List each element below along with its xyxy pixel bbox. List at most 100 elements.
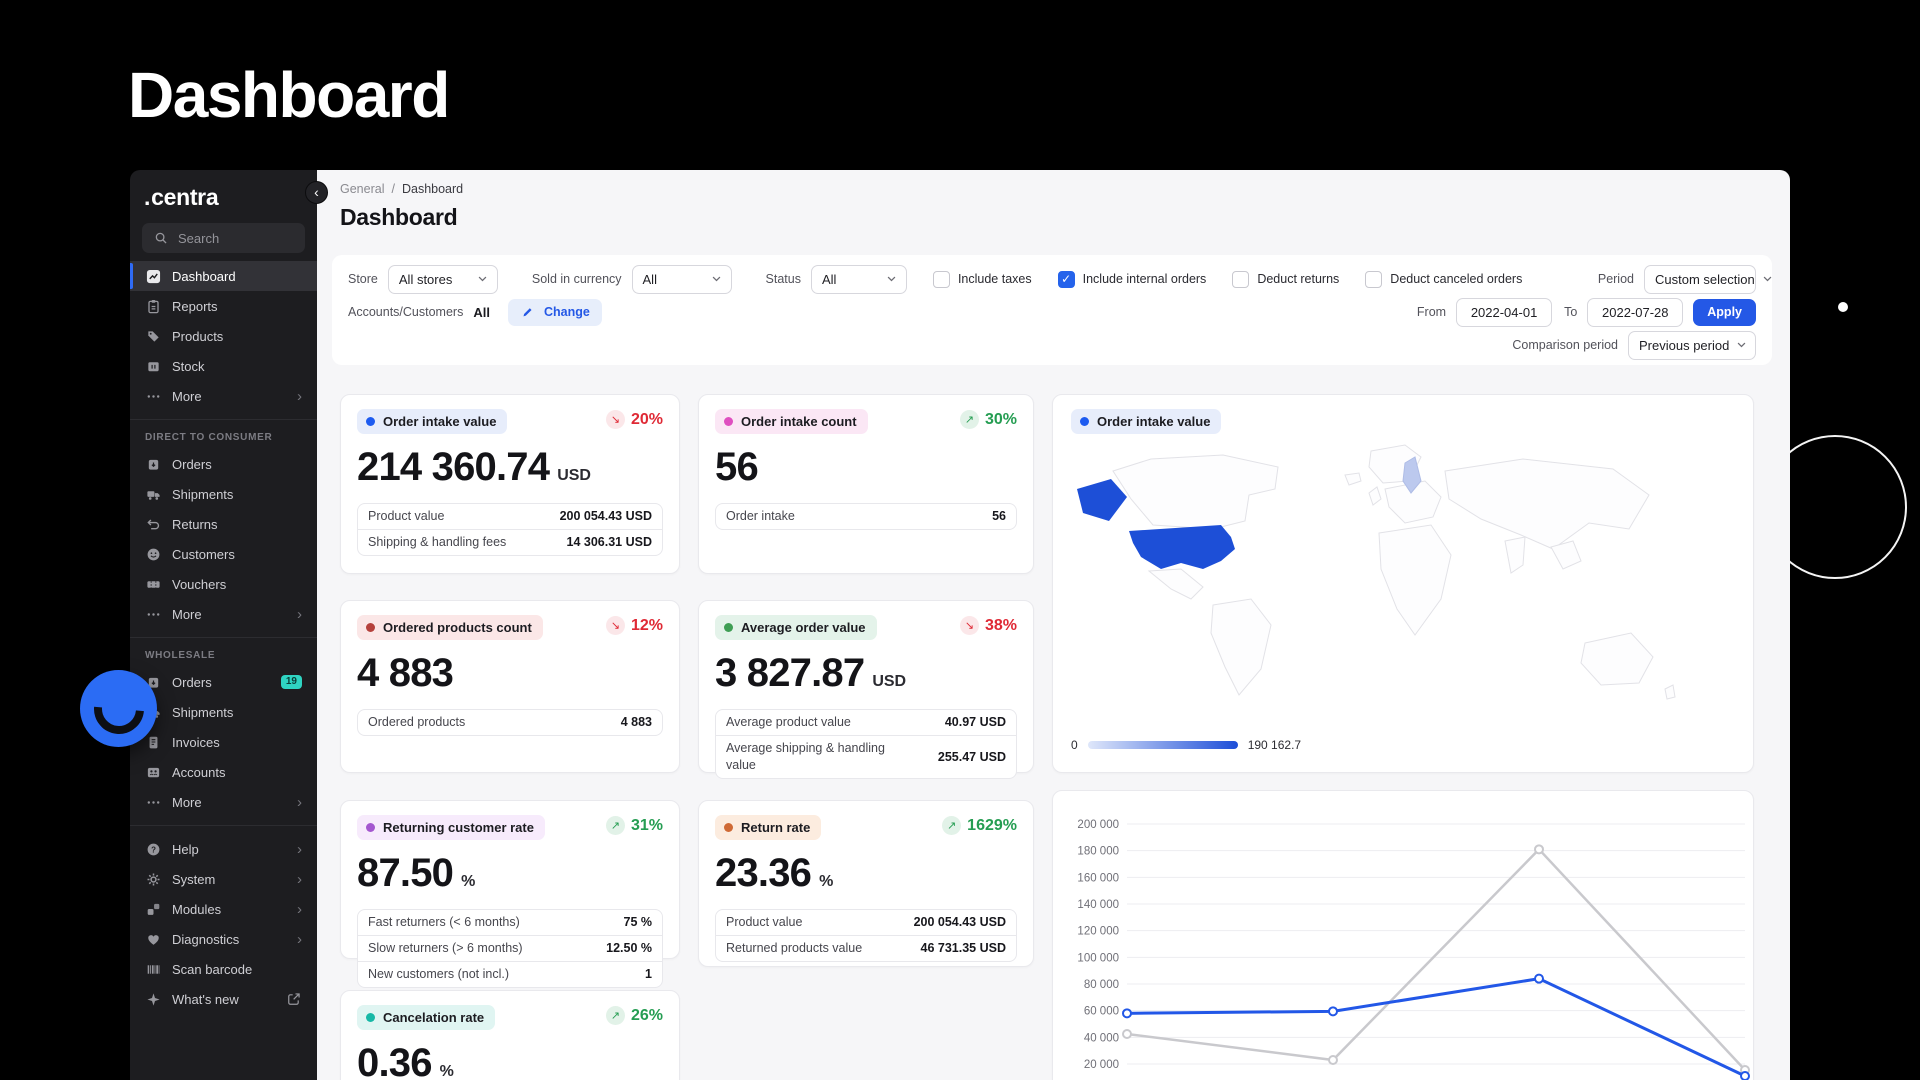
comparison-period-label: Comparison period bbox=[1512, 338, 1618, 352]
checkbox-deduct-canceled-orders[interactable]: Deduct canceled orders bbox=[1365, 270, 1522, 288]
chevron-left-icon: ‹ bbox=[314, 183, 319, 200]
sidebar-item-dtc-returns[interactable]: Returns bbox=[130, 509, 317, 539]
search-icon bbox=[152, 231, 169, 245]
table-row: Product value 200 054.43 USD bbox=[726, 915, 1006, 930]
sidebar-item-whats-new[interactable]: What's new bbox=[130, 984, 317, 1014]
change-badge: ↗ 30% bbox=[959, 410, 1017, 429]
sidebar-item-dtc-orders[interactable]: Orders bbox=[130, 449, 317, 479]
sidebar-item-dtc-more[interactable]: More › bbox=[130, 599, 317, 629]
sidebar-item-dtc-customers[interactable]: Customers bbox=[130, 539, 317, 569]
svg-text:?: ? bbox=[151, 845, 156, 854]
box-icon bbox=[145, 359, 162, 374]
orders-count-badge: 19 bbox=[280, 675, 302, 689]
table-row: Average product value 40.97 USD bbox=[726, 715, 1006, 730]
sidebar-item-more-general[interactable]: More › bbox=[130, 381, 317, 411]
svg-text:160 000: 160 000 bbox=[1077, 872, 1119, 884]
table-row: Fast returners (< 6 months) 75 % bbox=[368, 915, 652, 930]
orders-chart-card: 200 000 180 000 160 000 140 000 120 000 100 0… bbox=[1052, 790, 1754, 1080]
sidebar-item-diagnostics[interactable]: Diagnostics › bbox=[130, 924, 317, 954]
sidebar-item-stock[interactable]: Stock bbox=[130, 351, 317, 381]
store-label: Store bbox=[348, 272, 378, 286]
sparkle-icon bbox=[145, 992, 162, 1007]
kpi-card-order-intake-value: Order intake value ↘ 20% 214 360.74 USD … bbox=[340, 394, 680, 574]
sidebar-item-system[interactable]: System › bbox=[130, 864, 317, 894]
map-highlight-united-states bbox=[1077, 479, 1235, 569]
metric-value: 23.36 % bbox=[715, 851, 834, 895]
sidebar-item-dtc-shipments[interactable]: Shipments bbox=[130, 479, 317, 509]
sidebar-item-help[interactable]: ? Help › bbox=[130, 834, 317, 864]
to-date-input[interactable]: 2022-07-28 bbox=[1587, 297, 1684, 327]
metric-pill: Cancelation rate bbox=[357, 1005, 496, 1030]
sidebar-item-ws-accounts[interactable]: Accounts bbox=[130, 757, 317, 787]
apply-button[interactable]: Apply bbox=[1693, 298, 1756, 326]
main-content: General / Dashboard Dashboard Store All … bbox=[317, 170, 1790, 1080]
chat-widget-button[interactable] bbox=[80, 670, 157, 747]
period-select[interactable]: Custom selection bbox=[1644, 264, 1772, 294]
comparison-period-select[interactable]: Previous period bbox=[1628, 330, 1756, 360]
breadcrumb-current: Dashboard bbox=[401, 182, 464, 196]
from-date-input[interactable]: 2022-04-01 bbox=[1456, 297, 1553, 327]
table-row: Average shipping & handling value 255.47 … bbox=[716, 734, 1016, 778]
return-arrow-icon bbox=[145, 517, 162, 532]
page-title: Dashboard bbox=[340, 204, 458, 230]
ellipsis-icon bbox=[145, 795, 162, 810]
sidebar-item-ws-invoices[interactable]: Invoices bbox=[130, 727, 317, 757]
ticket-icon bbox=[145, 577, 162, 592]
breadcrumb-separator: / bbox=[391, 182, 395, 196]
store-select[interactable]: All stores bbox=[387, 264, 498, 294]
sidebar-divider bbox=[130, 419, 317, 420]
change-badge: ↘ 20% bbox=[605, 410, 663, 429]
change-badge: ↗ 26% bbox=[605, 1006, 663, 1025]
change-badge: ↗ 1629% bbox=[942, 816, 1017, 835]
metric-pill: Return rate bbox=[715, 815, 822, 840]
line-chart: 200 000 180 000 160 000 140 000 120 000 100 0… bbox=[1077, 819, 1750, 1080]
status-select[interactable]: All bbox=[810, 264, 907, 294]
metric-value: 214 360.74 USD bbox=[357, 445, 591, 489]
search-input[interactable]: Search bbox=[142, 223, 305, 253]
checkbox-include-internal-orders[interactable]: ✓ Include internal orders bbox=[1057, 270, 1206, 288]
metric-pill: Order intake count bbox=[715, 409, 868, 434]
metric-value: 4 883 bbox=[357, 651, 454, 695]
metric-dot-icon bbox=[724, 623, 733, 632]
app-window: ‹ . centra Search Dashboard Reports bbox=[130, 170, 1790, 1080]
metric-pill: Order intake value bbox=[357, 409, 508, 434]
currency-label: Sold in currency bbox=[531, 272, 622, 286]
svg-text:20 000: 20 000 bbox=[1084, 1059, 1119, 1071]
trend-up-icon: ↗ bbox=[959, 410, 979, 429]
sidebar-collapse-button[interactable]: ‹ bbox=[305, 181, 328, 204]
sidebar-item-products[interactable]: Products bbox=[130, 321, 317, 351]
sidebar-item-dtc-vouchers[interactable]: Vouchers bbox=[130, 569, 317, 599]
checkbox-include-taxes[interactable]: Include taxes bbox=[932, 270, 1032, 288]
breakdown-table: Ordered products 4 883 bbox=[357, 709, 663, 736]
sidebar-item-modules[interactable]: Modules › bbox=[130, 894, 317, 924]
heart-icon bbox=[145, 932, 162, 947]
checkbox-box[interactable] bbox=[1232, 270, 1250, 288]
currency-select[interactable]: All bbox=[631, 264, 732, 294]
filter-row-1: Store All stores Sold in currency All St… bbox=[348, 264, 1772, 294]
sidebar-item-reports[interactable]: Reports bbox=[130, 291, 317, 321]
metric-pill: Average order value bbox=[715, 615, 877, 640]
sidebar-item-ws-shipments[interactable]: Shipments bbox=[130, 697, 317, 727]
kpi-card-average-order-value: Average order value ↘ 38% 3 827.87 USD A… bbox=[698, 600, 1034, 779]
checkbox-box[interactable] bbox=[932, 270, 950, 288]
change-button[interactable]: Change bbox=[507, 298, 602, 326]
checkbox-box[interactable] bbox=[1365, 270, 1383, 288]
kpi-card-order-intake-count: Order intake count ↗ 30% 56 Order intake… bbox=[698, 394, 1034, 574]
checkbox-checked-icon[interactable]: ✓ bbox=[1057, 270, 1075, 288]
breakdown-table: Product value 200 054.43 USD Returned pro… bbox=[715, 909, 1017, 962]
breadcrumb-section[interactable]: General bbox=[340, 182, 385, 196]
sidebar-item-scan-barcode[interactable]: Scan barcode bbox=[130, 954, 317, 984]
svg-text:200 000: 200 000 bbox=[1077, 819, 1119, 831]
metric-pill: Order intake value bbox=[1071, 409, 1222, 434]
sidebar-item-dashboard[interactable]: Dashboard bbox=[130, 261, 317, 291]
period-label: Period bbox=[1597, 272, 1634, 286]
metric-dot-icon bbox=[366, 1013, 375, 1022]
sidebar-divider bbox=[130, 825, 317, 826]
sidebar-item-ws-more[interactable]: More › bbox=[130, 787, 317, 817]
sidebar: ‹ . centra Search Dashboard Reports bbox=[130, 170, 328, 1080]
chevron-right-icon: › bbox=[297, 793, 302, 811]
sidebar-item-ws-orders[interactable]: Orders 19 bbox=[130, 667, 317, 697]
checkbox-deduct-returns[interactable]: Deduct returns bbox=[1232, 270, 1339, 288]
table-row: Slow returners (> 6 months) 12.50 % bbox=[358, 934, 662, 961]
